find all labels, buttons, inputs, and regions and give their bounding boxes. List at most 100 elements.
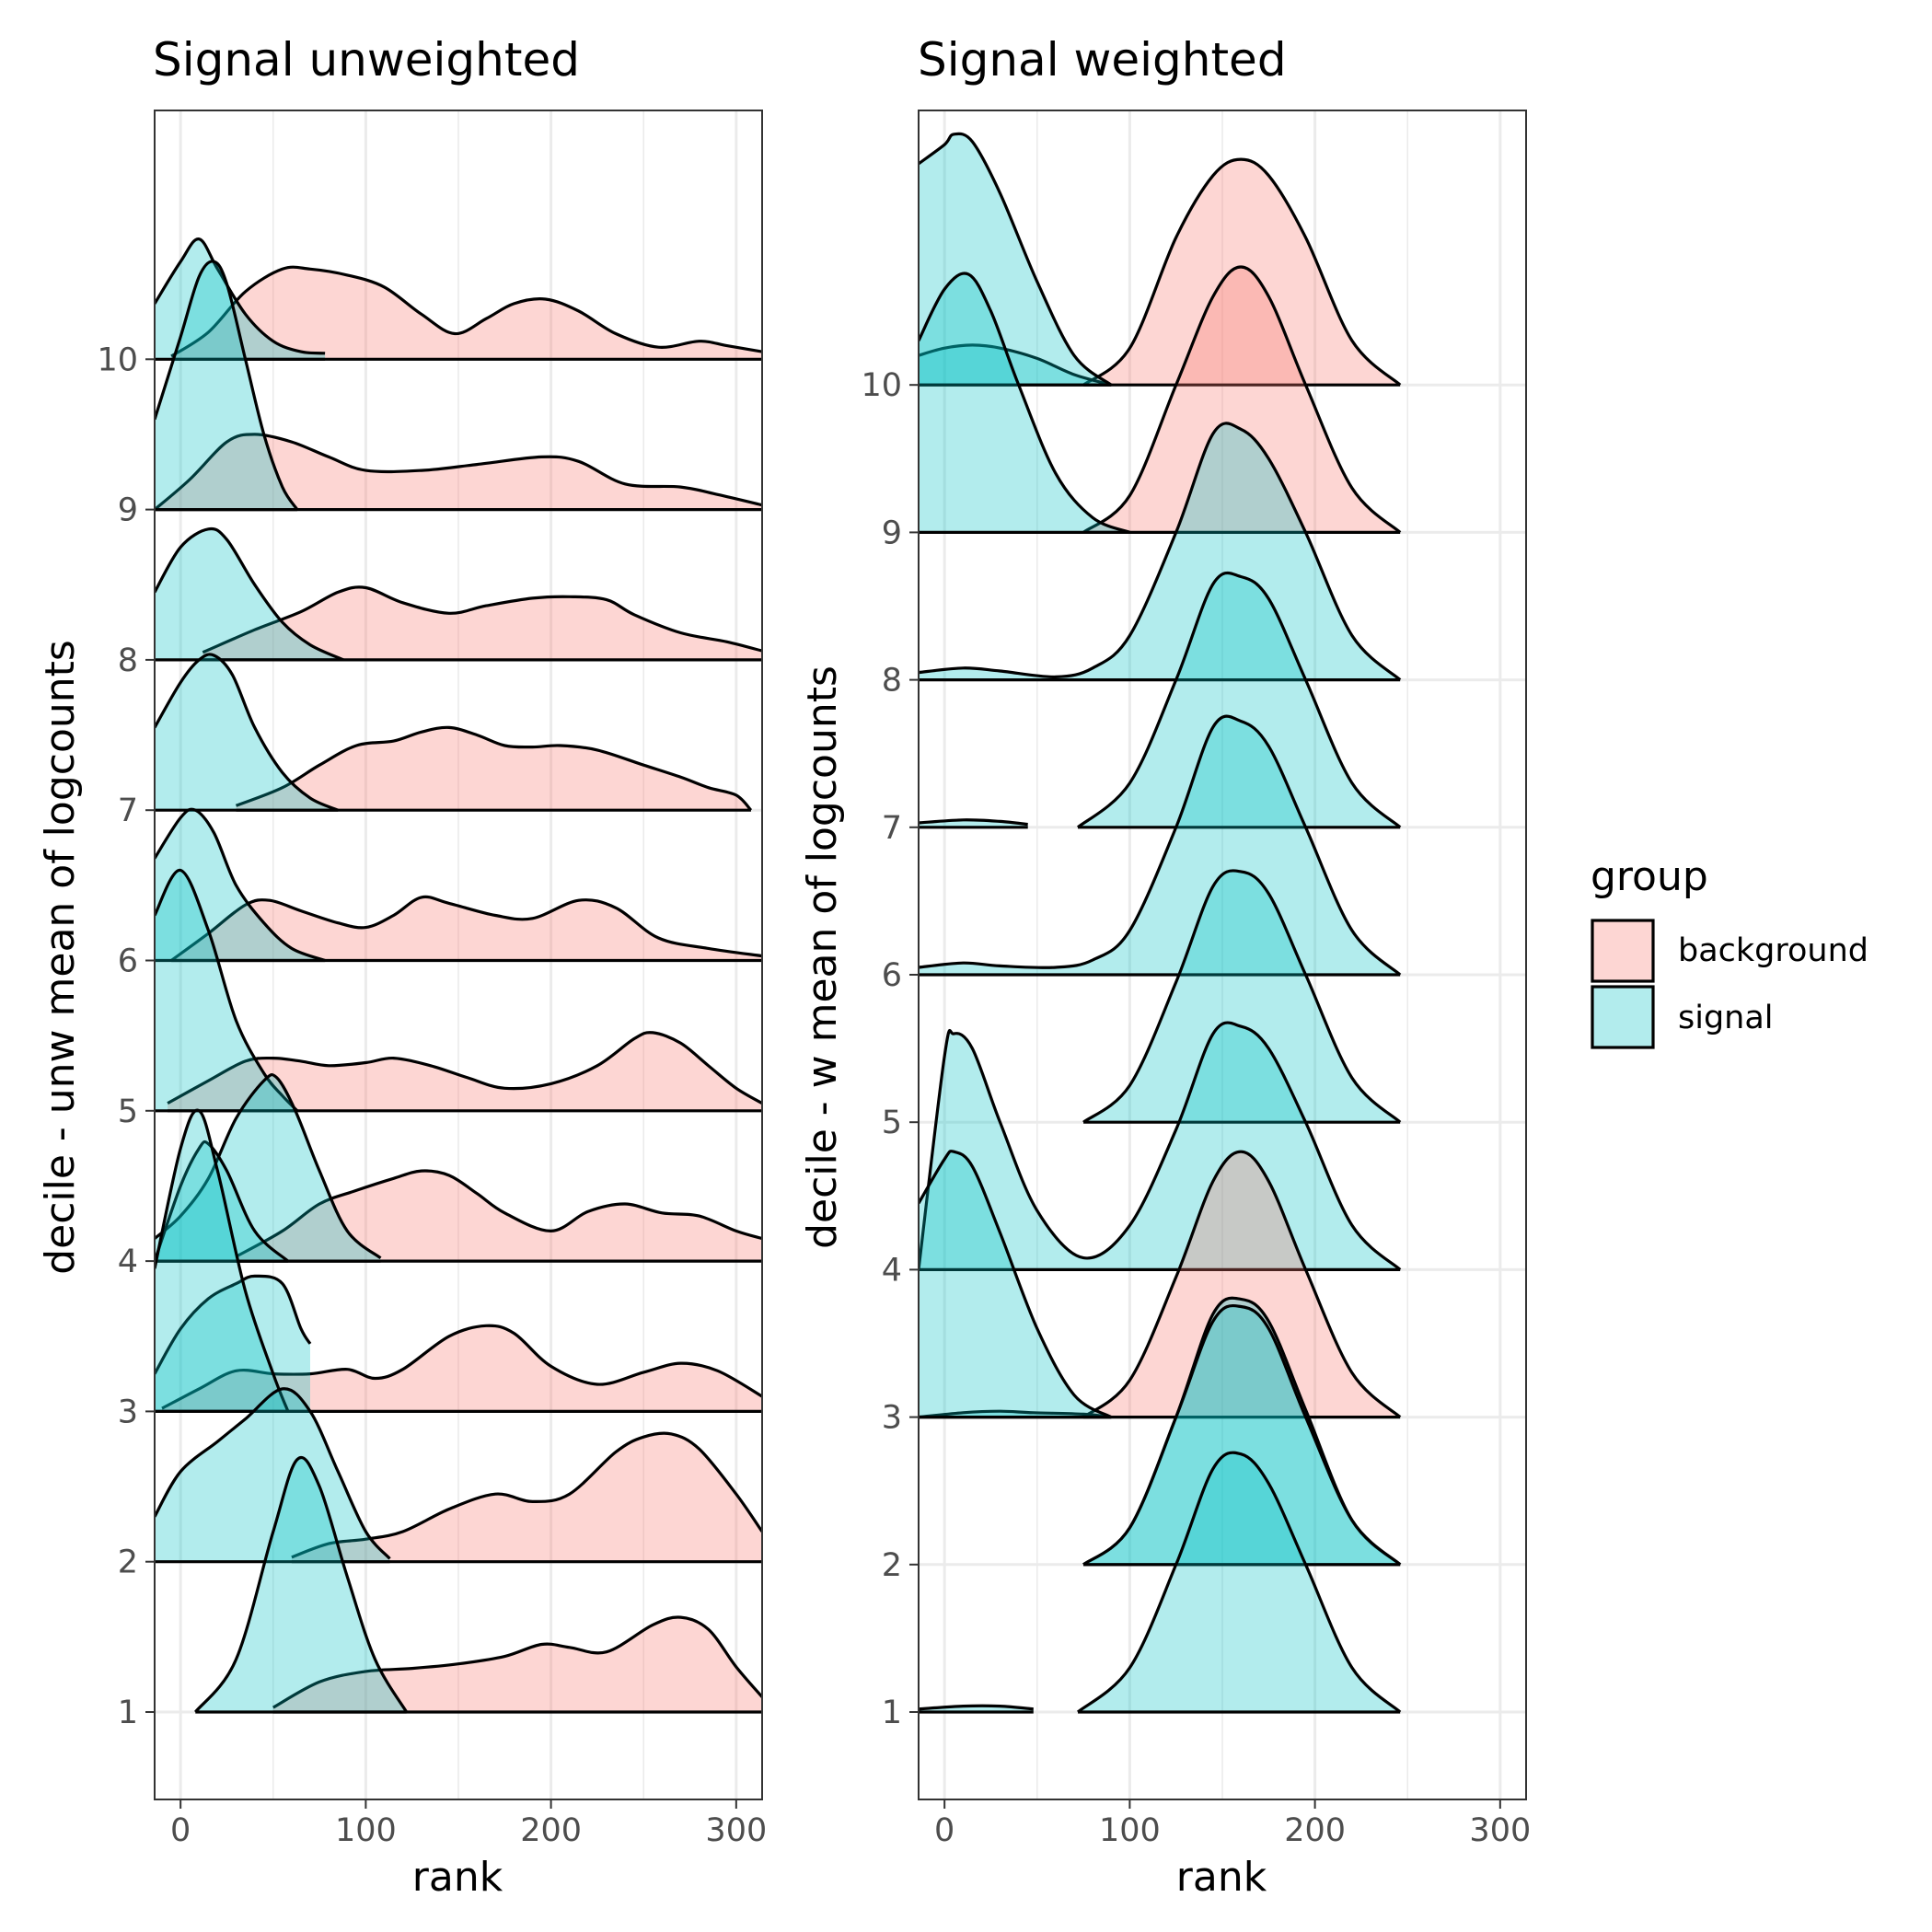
ridge-background-decile-9 [1083,267,1401,533]
ridge-signal-decile-10 [919,344,1112,386]
ridge-signal-decile-6 [919,716,1401,975]
ridge-background-decile-5 [168,1032,762,1111]
y-tick-label: 8 [882,663,902,700]
ridge-outline [1082,1150,1402,1418]
ridge-signal-decile-3 [155,1110,288,1412]
ridge-outline [155,237,326,355]
y-tick-label: 5 [882,1105,902,1141]
ridge-signal-decile-7 [155,654,339,811]
y-tick-label: 6 [882,957,902,994]
ridge-outline [155,1072,382,1260]
legend-title: group [1591,853,1708,900]
ridge-background-decile-9 [155,434,762,510]
legend-key-background [1591,919,1655,983]
panel-signal-weighted: Signal weighted rank decile - w mean of … [799,33,1531,1901]
x-tick-label: 100 [1099,1812,1161,1849]
chart-title: Signal weighted [918,33,1287,87]
ridge-outline [155,868,299,1112]
x-axis-label: rank [412,1854,503,1901]
ridge-outline [235,725,753,812]
ridge-outline [919,272,1130,534]
ridge-outline [161,1324,762,1410]
ridge-background-decile-10 [1083,159,1401,386]
y-tick-label: 4 [882,1252,902,1289]
x-tick-label: 300 [1469,1812,1531,1849]
y-tick-label: 9 [882,515,902,551]
y-tick-label: 8 [118,642,138,679]
ridge-signal-decile-5 [1083,870,1401,1123]
legend-label-signal: signal [1678,1000,1774,1036]
y-axis-label: decile - w mean of logcounts [799,665,846,1249]
ridge-signal-decile-10 [155,238,326,360]
ridge-outline [194,1456,409,1714]
ridge-outline [155,1274,312,1375]
ridge-signal-decile-3 [919,1151,1112,1417]
ridge-outline [155,433,762,511]
ridge-signal-decile-9 [155,260,297,510]
ridge-background-decile-4 [236,1170,762,1262]
ridge-outline [155,653,339,812]
ridge-outline [170,895,762,962]
ridge-outline [919,1021,1402,1271]
panel-signal-unweighted: Signal unweighted rank decile - unw mean… [37,33,767,1901]
ridge-outline [155,260,299,511]
y-tick-label: 3 [118,1394,138,1430]
y-tick-label: 5 [118,1093,138,1130]
ridge-outline [1082,869,1402,1124]
ridge-outline [170,265,762,358]
ridge-background-decile-7 [236,727,751,811]
ridge-outline [235,1169,762,1258]
ridges [155,237,762,1714]
ridge-outline [155,1108,290,1412]
ridge-background-decile-3 [162,1325,762,1412]
ridge-outline [919,818,1028,827]
ridge-signal-decile-8 [155,528,344,660]
ridge-outline [1076,1451,1402,1714]
ridge-outline [202,585,762,654]
ridge-background-decile-3 [1083,1151,1401,1417]
y-tick-label: 2 [882,1547,902,1584]
ridge-outline [1082,265,1402,534]
ridge-signal-decile-8 [919,422,1401,680]
ridge-signal-decile-10 [919,133,1112,386]
ridge-background-decile-1 [272,1616,762,1712]
legend: group background signal [1591,853,1868,1049]
x-tick-label: 0 [170,1812,191,1849]
ridge-signal-decile-4 [155,1074,381,1262]
y-tick-label: 1 [882,1695,902,1731]
panel-border [918,110,1527,1800]
ridge-outline [272,1615,762,1709]
ridge-outline [155,1140,289,1263]
ridge-outline [919,422,1402,681]
y-tick-label: 7 [882,810,902,847]
y-tick-label: 6 [118,943,138,980]
ridge-outline [1082,157,1402,387]
y-tick-label: 10 [861,367,902,404]
ridge-outline [919,1409,1112,1419]
x-tick-label: 100 [335,1812,397,1849]
y-axis-label: decile - unw mean of logcounts [37,640,84,1275]
x-tick-label: 0 [934,1812,954,1849]
ridge-background-decile-6 [171,897,762,961]
y-tick-label: 9 [118,492,138,529]
ridge-outline [919,714,1402,977]
y-tick-label: 1 [118,1695,138,1731]
y-tick-label: 2 [118,1544,138,1581]
ridge-outline [919,1150,1113,1419]
y-tick-label: 4 [118,1244,138,1280]
ridge-outline [1076,571,1402,829]
ridge-outline [1082,1303,1402,1567]
ridge-signal-decile-1 [195,1457,407,1712]
y-tick-label: 10 [97,341,138,378]
ridge-outline [155,526,344,662]
ridge-signal-decile-3 [155,1276,310,1412]
ridge-signal-decile-1 [1078,1452,1401,1712]
ridge-signal-decile-2 [1083,1305,1401,1565]
ridge-outline [919,132,1113,387]
legend-label-background: background [1678,932,1868,969]
ridge-signal-decile-7 [1078,573,1401,827]
x-tick-label: 200 [1284,1812,1346,1849]
panel-border [154,110,763,1800]
